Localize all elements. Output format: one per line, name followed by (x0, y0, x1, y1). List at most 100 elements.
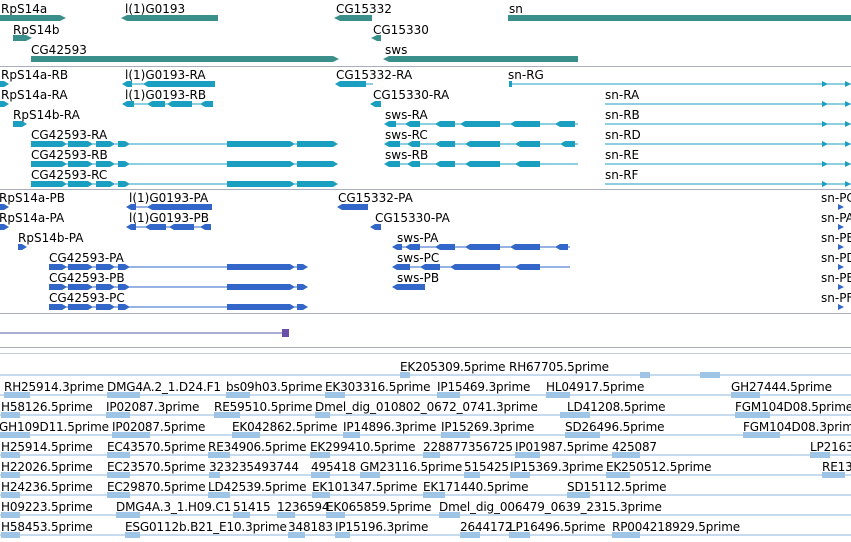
est-box[interactable] (822, 472, 845, 478)
transcript-exon[interactable] (520, 141, 540, 147)
est-label[interactable]: LD42539.5prime (208, 480, 307, 494)
transcript-arrow[interactable] (384, 121, 389, 127)
protein-arrow[interactable] (405, 244, 410, 250)
est-label[interactable]: 228877356725 (423, 440, 513, 454)
protein-exon[interactable] (68, 264, 88, 270)
transcript-arrow[interactable] (125, 141, 130, 147)
est-box[interactable] (311, 472, 330, 478)
est-box[interactable] (214, 412, 240, 418)
est-label[interactable]: EK205309.5prime (400, 360, 506, 374)
transcript-arrow[interactable] (333, 181, 338, 187)
protein-arrow[interactable] (22, 244, 27, 250)
est-box[interactable] (335, 532, 350, 538)
gene-label[interactable]: l(1)G0193 (125, 2, 186, 16)
protein-arrow[interactable] (465, 244, 470, 250)
est-box[interactable] (226, 392, 250, 398)
est-box[interactable] (509, 532, 530, 538)
protein-arrow[interactable] (838, 244, 844, 250)
transcript-label[interactable]: sn-RB (605, 108, 640, 122)
protein-exon[interactable] (96, 304, 110, 310)
protein-arrow[interactable] (110, 304, 115, 310)
transcript-arrow[interactable] (4, 101, 9, 107)
transcript-exon[interactable] (410, 121, 420, 127)
transcript-exon[interactable] (227, 141, 290, 147)
est-box[interactable] (107, 472, 130, 478)
protein-arrow[interactable] (392, 244, 397, 250)
protein-exon[interactable] (49, 304, 62, 310)
protein-arrow[interactable] (303, 304, 308, 310)
est-box[interactable] (1, 452, 20, 458)
est-label[interactable]: GH27444.5prime (731, 380, 832, 394)
est-label[interactable]: GM23116.5prime (360, 460, 463, 474)
transcript-exon[interactable] (470, 141, 500, 147)
est-box[interactable] (288, 532, 305, 538)
transcript-arrow[interactable] (122, 101, 127, 107)
protein-exon[interactable] (397, 284, 425, 290)
est-label[interactable]: Dmel_dig_010802_0672_0741.3prime (315, 400, 538, 414)
protein-exon[interactable] (0, 224, 4, 230)
protein-arrow[interactable] (510, 244, 515, 250)
est-box[interactable] (510, 472, 530, 478)
est-box[interactable] (360, 472, 380, 478)
protein-exon[interactable] (68, 284, 88, 290)
transcript-arrow[interactable] (510, 121, 515, 127)
transcript-arrow[interactable] (147, 101, 152, 107)
transcript-arrow[interactable] (384, 141, 389, 147)
transcript-label[interactable]: CG42593-RA (31, 128, 108, 142)
protein-arrow[interactable] (126, 224, 131, 230)
est-box[interactable] (107, 492, 130, 498)
transcript-label[interactable]: sws-RC (385, 128, 428, 142)
transcript-label[interactable]: sn-RA (605, 88, 640, 102)
gene-arrow[interactable] (60, 15, 66, 21)
est-box[interactable] (437, 392, 460, 398)
est-label[interactable]: IP02087.5prime (112, 420, 206, 434)
est-label[interactable]: H22026.5prime (1, 460, 93, 474)
transcript-arrow[interactable] (110, 161, 115, 167)
transcript-label[interactable]: RpS14a-RB (1, 68, 69, 82)
protein-exon[interactable] (440, 244, 455, 250)
est-label[interactable]: EK250512.5prime (606, 460, 712, 474)
gene-label[interactable]: sn (509, 2, 523, 16)
est-box[interactable] (743, 432, 780, 438)
transcript-exon[interactable] (412, 141, 420, 147)
est-label[interactable]: ESG0112b.B21_E10.3prime (125, 520, 287, 534)
est-box[interactable] (1, 492, 20, 498)
transcript-arrow[interactable] (465, 141, 470, 147)
transcript-arrow[interactable] (405, 121, 410, 127)
est-label[interactable]: RH67705.5prime (509, 360, 609, 374)
est-label[interactable]: 495418 (311, 460, 356, 474)
transcript-label[interactable]: RpS14a-RA (1, 88, 68, 102)
transcript-arrow[interactable] (822, 141, 828, 147)
protein-label[interactable]: l(1)G0193-PA (129, 191, 209, 205)
gene-bar[interactable] (31, 56, 333, 62)
protein-label[interactable]: CG15332-PA (338, 191, 413, 205)
transcript-exon[interactable] (96, 181, 110, 187)
protein-exon[interactable] (49, 264, 62, 270)
transcript-exon[interactable] (0, 81, 4, 87)
protein-exon[interactable] (515, 244, 540, 250)
transcript-arrow[interactable] (22, 121, 27, 127)
est-box[interactable] (567, 492, 590, 498)
est-label[interactable]: SD15112.5prime (567, 480, 667, 494)
gene-arrow[interactable] (383, 56, 389, 62)
est-label[interactable]: EK171440.5prime (423, 480, 529, 494)
gene-arrow[interactable] (334, 15, 340, 21)
gene-label[interactable]: sws (385, 43, 408, 57)
transcript-exon[interactable] (96, 141, 110, 147)
gene-label[interactable]: CG42593 (31, 43, 87, 57)
transcript-exon[interactable] (297, 161, 333, 167)
est-label[interactable]: IP14896.3prime (343, 420, 437, 434)
est-box[interactable] (423, 452, 440, 458)
protein-arrow[interactable] (126, 204, 131, 210)
est-label[interactable]: IP02087.3prime (106, 400, 200, 414)
transcript-arrow[interactable] (822, 101, 828, 107)
protein-label[interactable]: CG15330-PA (375, 211, 450, 225)
est-label[interactable]: IP15196.3prime (335, 520, 429, 534)
transcript-arrow[interactable] (62, 181, 67, 187)
transcript-exon[interactable] (470, 161, 500, 167)
protein-arrow[interactable] (290, 304, 295, 310)
transcript-exon[interactable] (148, 81, 215, 87)
transcript-arrow[interactable] (167, 101, 172, 107)
protein-arrow[interactable] (838, 264, 844, 270)
transcript-exon[interactable] (565, 141, 575, 147)
